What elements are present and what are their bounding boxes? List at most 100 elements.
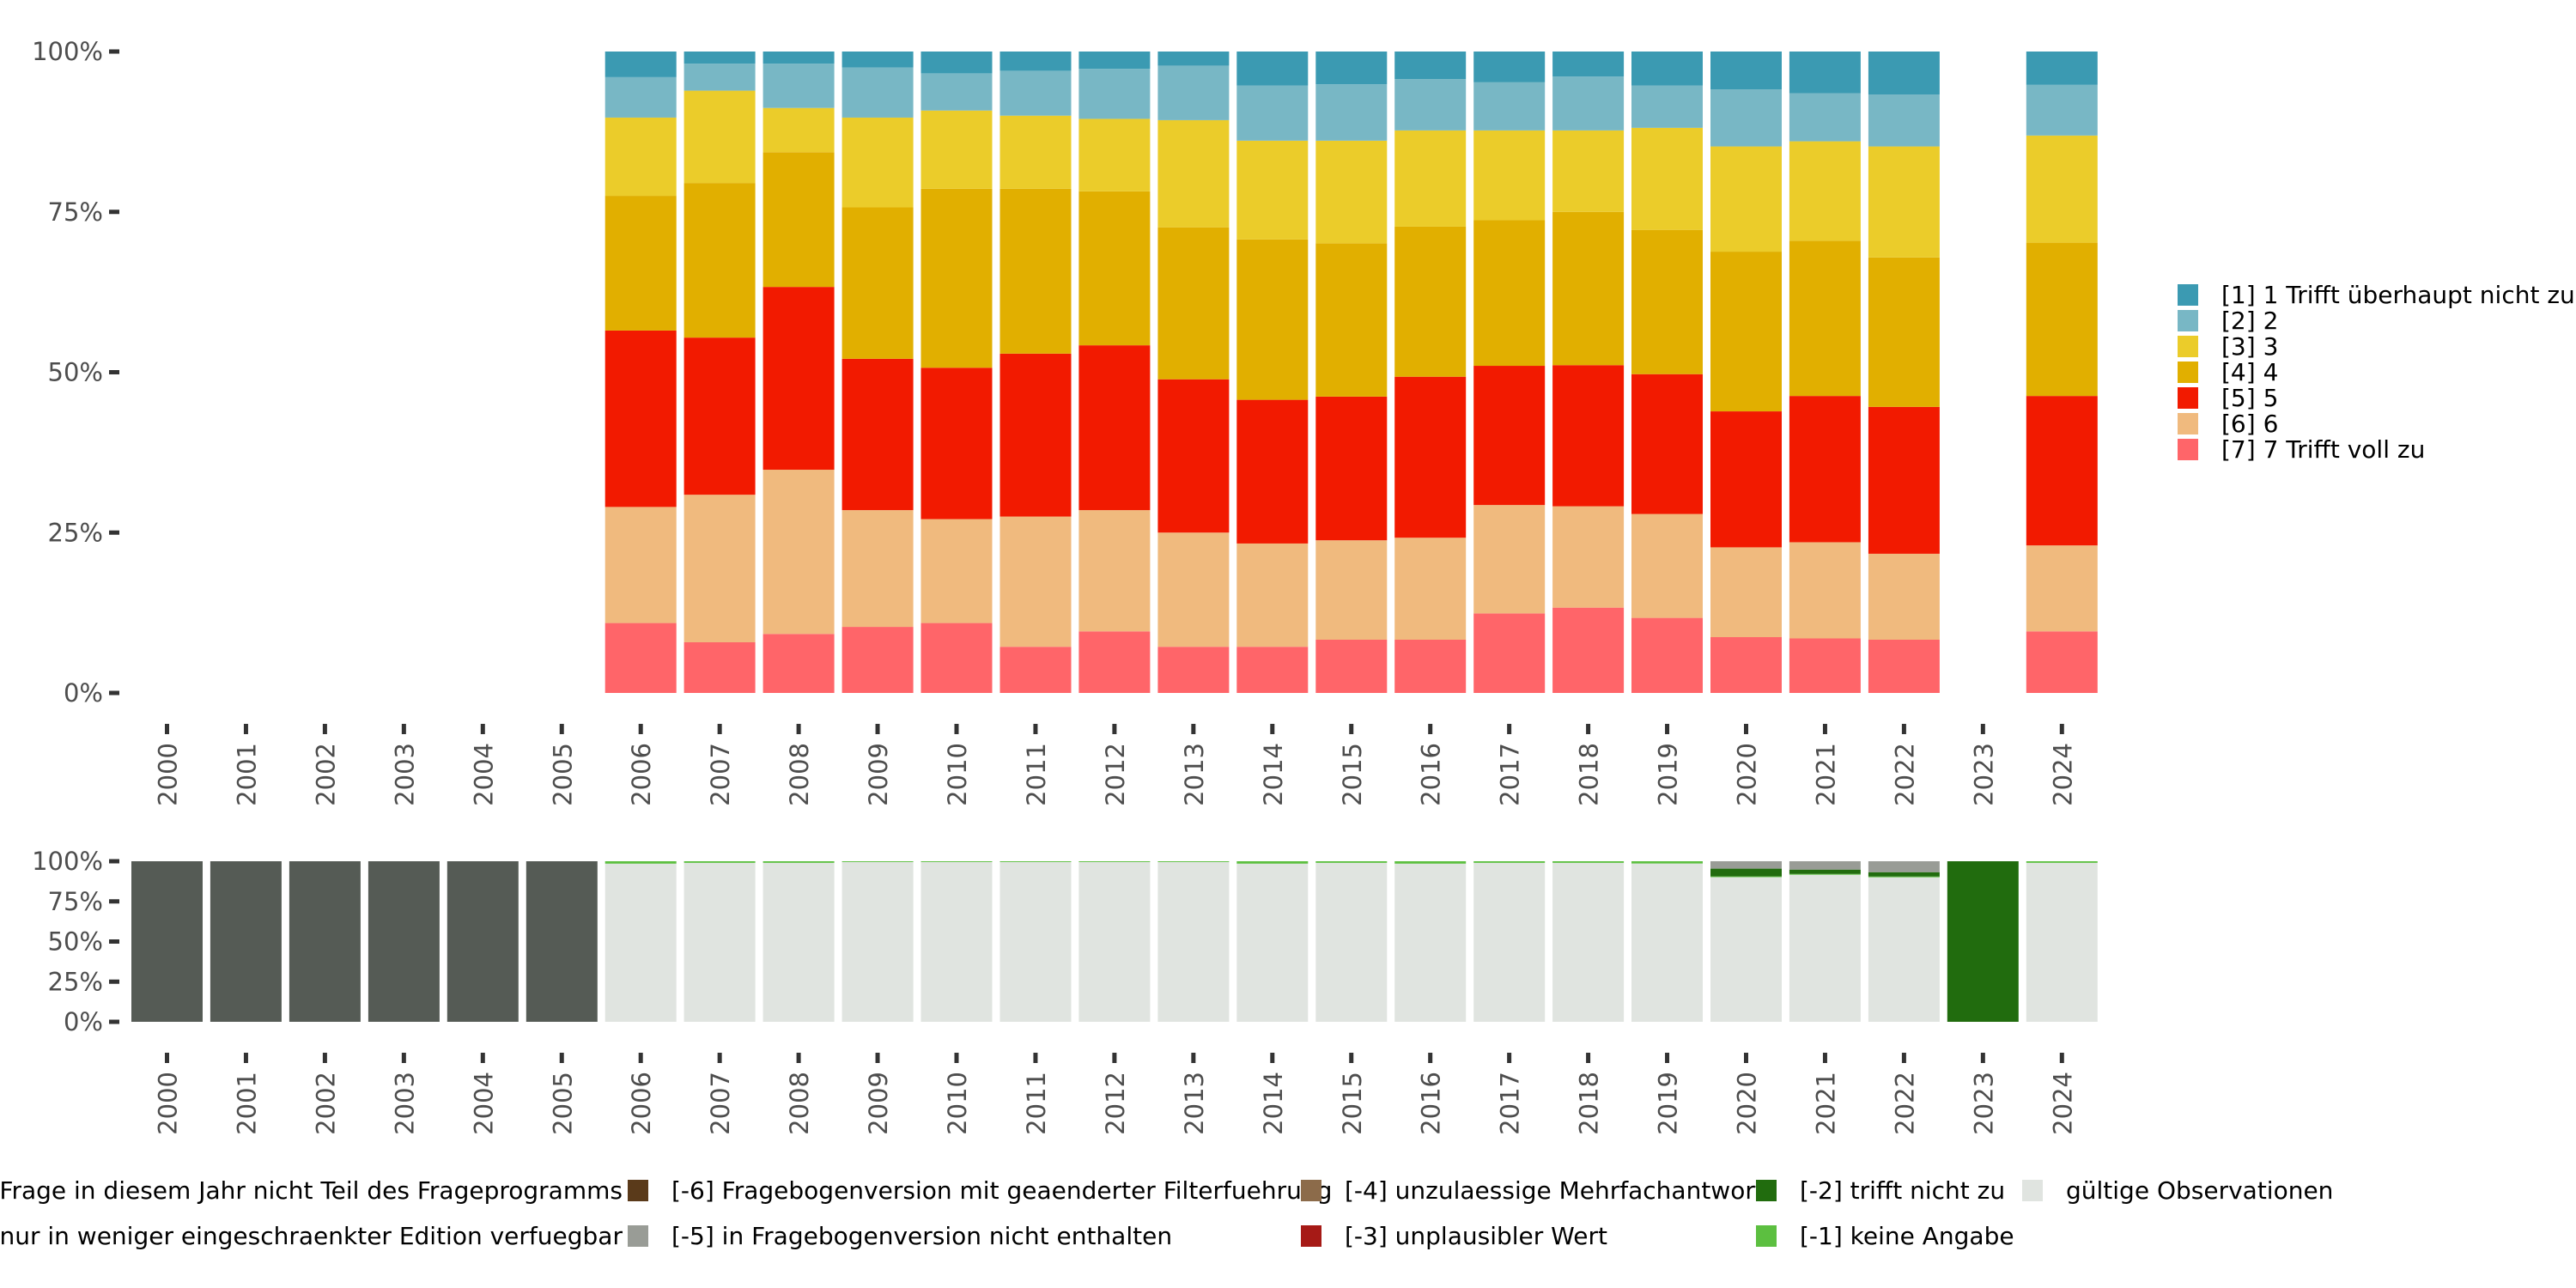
main-bar-2021-5-5	[1789, 396, 1861, 543]
main-bar-2007-7-7-trifft-voll-zu	[683, 641, 756, 693]
main-bar-2014-5-5	[1236, 399, 1309, 544]
main-bar-2006-4-4	[605, 196, 677, 331]
missing-bar-2019-g-ltige-observationen	[1631, 863, 1703, 1022]
main-x-tick-label: 2007	[706, 743, 735, 806]
legend-label: [3] 3	[2221, 332, 2278, 361]
main-x-axis: 2000 2001 2002 2003 2004 2005 2006 2007 2008 2009…	[154, 724, 2077, 806]
missing-x-tick-label: 2002	[311, 1072, 340, 1135]
main-bar-2011-6-6	[999, 516, 1072, 647]
main-bar-2012-7-7-trifft-voll-zu	[1078, 631, 1151, 693]
main-bar-2022-1-1-trifft-berhaupt-nicht-zu	[1868, 52, 1940, 95]
main-bar-2015-5-5	[1315, 396, 1388, 541]
main-bar-2018-5-5	[1552, 365, 1625, 507]
legend-swatch-1-1-trifft-berhaupt-nicht-zu	[2178, 284, 2198, 306]
missing-legend-label: [-2] trifft nicht zu	[1800, 1176, 2005, 1205]
main-bar-2022-5-5	[1868, 406, 1940, 554]
main-x-tick-label: 2021	[1811, 743, 1840, 806]
main-bar-2012-4-4	[1078, 191, 1151, 346]
main-x-tick-label: 2005	[548, 743, 577, 806]
main-bar-2019-1-1-trifft-berhaupt-nicht-zu	[1631, 52, 1703, 86]
missing-bar-2003-8-frage-in-diesem-jahr-nicht-teil-des-frageprogramms	[368, 861, 440, 1022]
main-bar-2015-6-6	[1315, 540, 1388, 640]
missing-bar-2012-g-ltige-observationen	[1078, 861, 1151, 1022]
missing-bar-2006-g-ltige-observationen	[605, 863, 677, 1022]
main-bar-2018-3-3	[1552, 130, 1625, 212]
main-bar-2016-6-6	[1394, 538, 1467, 640]
main-bar-2018-2-2	[1552, 76, 1625, 131]
main-bar-2013-1-1-trifft-berhaupt-nicht-zu	[1157, 52, 1230, 66]
legend-label: [5] 5	[2221, 384, 2278, 412]
missing-x-tick-label: 2013	[1180, 1072, 1209, 1135]
missing-bar-2009-g-ltige-observationen	[841, 861, 914, 1022]
main-bar-2008-2-2	[762, 64, 835, 108]
main-bar-2015-1-1-trifft-berhaupt-nicht-zu	[1315, 52, 1388, 85]
main-bar-2006-1-1-trifft-berhaupt-nicht-zu	[605, 52, 677, 77]
main-bar-2011-7-7-trifft-voll-zu	[999, 647, 1072, 693]
main-bar-2016-7-7-trifft-voll-zu	[1394, 640, 1467, 693]
missing-x-axis: 2000 2001 2002 2003 2004 2005 2006 2007 2008 2009…	[154, 1053, 2077, 1135]
main-x-tick-label: 2022	[1890, 743, 1919, 806]
missing-bar-2012-1-keine-angabe	[1078, 861, 1151, 862]
missing-bar-2011-g-ltige-observationen	[999, 861, 1072, 1022]
main-bar-2012-1-1-trifft-berhaupt-nicht-zu	[1078, 52, 1151, 70]
main-bar-2021-2-2	[1789, 93, 1861, 142]
missing-bar-2020-g-ltige-observationen	[1710, 877, 1782, 1022]
main-bar-2008-7-7-trifft-voll-zu	[762, 634, 835, 693]
main-bar-2024-5-5	[2026, 396, 2098, 546]
main-bar-2012-3-3	[1078, 118, 1151, 191]
missing-bar-2007-1-keine-angabe	[683, 861, 756, 863]
main-bar-2012-5-5	[1078, 345, 1151, 511]
main-bar-2019-3-3	[1631, 127, 1703, 230]
main-bar-2024-6-6	[2026, 545, 2098, 632]
main-bar-2009-7-7-trifft-voll-zu	[841, 627, 914, 693]
missing-x-tick-label: 2014	[1259, 1072, 1288, 1135]
missing-legend-label: [-1] keine Angabe	[1800, 1222, 2014, 1250]
missing-legend-swatch-2-trifft-nicht-zu	[1756, 1180, 1777, 1201]
main-bar-2007-5-5	[683, 337, 756, 495]
main-bar-2014-2-2	[1236, 85, 1309, 141]
missing-x-tick-label: 2012	[1101, 1072, 1130, 1135]
main-y-axis: 0% 25% 50% 75% 100%	[32, 37, 119, 708]
missing-y-tick-label: 100%	[32, 847, 103, 876]
main-x-tick-label: 2015	[1338, 743, 1367, 806]
missing-y-axis: 0% 25% 50% 75% 100%	[32, 847, 119, 1036]
legend-swatch-6-6	[2178, 413, 2198, 434]
main-x-tick-label: 2016	[1417, 743, 1446, 806]
main-bar-2017-7-7-trifft-voll-zu	[1473, 613, 1546, 693]
missing-bar-2018-g-ltige-observationen	[1552, 862, 1625, 1022]
missing-bar-2016-1-keine-angabe	[1394, 861, 1467, 864]
missing-x-tick-label: 2018	[1575, 1072, 1604, 1135]
main-bar-2006-3-3	[605, 117, 677, 197]
main-bar-2017-6-6	[1473, 505, 1546, 614]
legend-swatch-4-4	[2178, 361, 2198, 383]
missing-bar-2002-8-frage-in-diesem-jahr-nicht-teil-des-frageprogramms	[289, 861, 361, 1022]
main-bar-2012-2-2	[1078, 69, 1151, 119]
main-bar-2024-3-3	[2026, 135, 2098, 243]
main-bar-2014-4-4	[1236, 239, 1309, 400]
main-bar-2014-1-1-trifft-berhaupt-nicht-zu	[1236, 52, 1309, 86]
main-bar-2016-2-2	[1394, 79, 1467, 131]
legend-swatch-5-5	[2178, 387, 2198, 409]
missing-bar-2010-1-keine-angabe	[920, 861, 993, 862]
main-bar-2020-5-5	[1710, 411, 1782, 548]
main-bar-2017-1-1-trifft-berhaupt-nicht-zu	[1473, 52, 1546, 82]
missing-legend-label: [-6] Fragebogenversion mit geaenderter F…	[671, 1176, 1332, 1205]
missing-x-tick-label: 2019	[1654, 1072, 1683, 1135]
main-bar-2022-6-6	[1868, 553, 1940, 640]
main-x-tick-label: 2020	[1733, 743, 1762, 806]
main-x-tick-label: 2012	[1101, 743, 1130, 806]
main-bar-2018-7-7-trifft-voll-zu	[1552, 607, 1625, 693]
missing-stacked-bar-chart	[131, 861, 2098, 1022]
legend-label: [4] 4	[2221, 358, 2278, 386]
main-bar-2008-1-1-trifft-berhaupt-nicht-zu	[762, 52, 835, 64]
missing-legend-swatch-5-in-fragebogenversion-nicht-enthalten	[628, 1225, 648, 1247]
legend-label: [2] 2	[2221, 307, 2278, 335]
missing-bar-2007-g-ltige-observationen	[683, 862, 756, 1022]
main-bar-2013-5-5	[1157, 379, 1230, 533]
main-bar-2015-4-4	[1315, 243, 1388, 397]
main-bar-2024-7-7-trifft-voll-zu	[2026, 631, 2098, 693]
main-bar-2018-1-1-trifft-berhaupt-nicht-zu	[1552, 52, 1625, 77]
missing-y-tick-label: 75%	[48, 887, 103, 916]
missing-x-tick-label: 2017	[1496, 1072, 1525, 1135]
missing-y-tick-label: 25%	[48, 967, 103, 996]
